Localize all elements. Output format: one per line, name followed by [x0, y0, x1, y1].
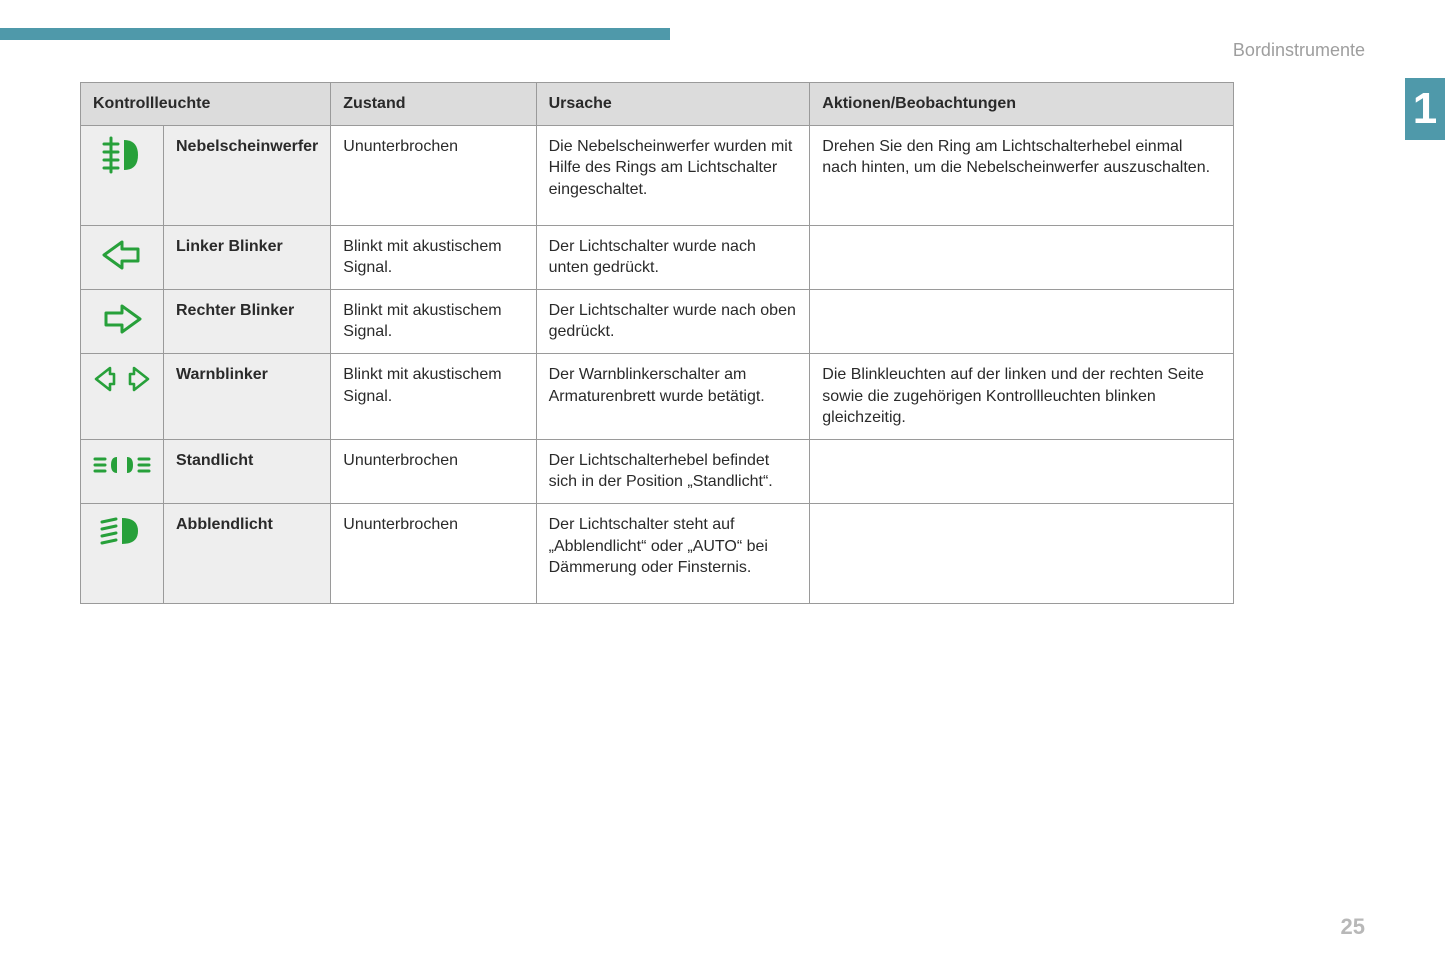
low-beam-icon: [98, 514, 146, 548]
icon-cell: [81, 439, 164, 503]
table-row: Linker Blinker Blinkt mit akustischem Si…: [81, 225, 1234, 289]
table-row: Nebelscheinwerfer Ununterbrochen Die Neb…: [81, 125, 1234, 225]
cause-cell: Die Nebelscheinwerfer wurden mit Hilfe d…: [536, 125, 810, 225]
park-light-icon: [93, 450, 151, 480]
icon-cell: [81, 353, 164, 439]
cause-cell: Der Lichtschalterhebel befindet sich in …: [536, 439, 810, 503]
name-cell: Nebelscheinwerfer: [164, 125, 331, 225]
table-row: Standlicht Ununterbrochen Der Lichtschal…: [81, 439, 1234, 503]
state-cell: Ununterbrochen: [331, 439, 536, 503]
state-cell: Blinkt mit akustischem Signal.: [331, 225, 536, 289]
chapter-number-tab: 1: [1405, 78, 1445, 140]
icon-cell: [81, 503, 164, 603]
name-cell: Abblendlicht: [164, 503, 331, 603]
fog-light-icon: [98, 136, 146, 174]
table-row: Rechter Blinker Blinkt mit akustischem S…: [81, 289, 1234, 353]
name-cell: Warnblinker: [164, 353, 331, 439]
state-cell: Ununterbrochen: [331, 503, 536, 603]
action-cell: [810, 439, 1234, 503]
arrow-right-icon: [98, 300, 146, 338]
action-cell: [810, 289, 1234, 353]
cause-cell: Der Lichtschalter steht auf „Abblendlich…: [536, 503, 810, 603]
icon-cell: [81, 289, 164, 353]
table-row: Warnblinker Blinkt mit akustischem Signa…: [81, 353, 1234, 439]
state-cell: Ununterbrochen: [331, 125, 536, 225]
col-header-aktionen: Aktionen/Beobachtungen: [810, 83, 1234, 126]
name-cell: Rechter Blinker: [164, 289, 331, 353]
arrow-left-icon: [98, 236, 146, 274]
hazard-icon: [94, 364, 150, 394]
header-accent-bar: [0, 28, 670, 40]
indicator-lights-table: Kontrollleuchte Zustand Ursache Aktionen…: [80, 82, 1234, 604]
section-title: Bordinstrumente: [1233, 40, 1365, 61]
action-cell: Die Blinkleuchten auf der linken und der…: [810, 353, 1234, 439]
page-number: 25: [1341, 914, 1365, 940]
col-header-zustand: Zustand: [331, 83, 536, 126]
name-cell: Standlicht: [164, 439, 331, 503]
action-cell: [810, 503, 1234, 603]
icon-cell: [81, 225, 164, 289]
table-row: Abblendlicht Ununterbrochen Der Lichtsch…: [81, 503, 1234, 603]
cause-cell: Der Warnblinkerschalter am Armaturenbret…: [536, 353, 810, 439]
state-cell: Blinkt mit akustischem Signal.: [331, 353, 536, 439]
icon-cell: [81, 125, 164, 225]
action-cell: Drehen Sie den Ring am Lichtschalterhebe…: [810, 125, 1234, 225]
action-cell: [810, 225, 1234, 289]
state-cell: Blinkt mit akustischem Signal.: [331, 289, 536, 353]
table-header-row: Kontrollleuchte Zustand Ursache Aktionen…: [81, 83, 1234, 126]
col-header-ursache: Ursache: [536, 83, 810, 126]
col-header-kontrollleuchte: Kontrollleuchte: [81, 83, 331, 126]
name-cell: Linker Blinker: [164, 225, 331, 289]
cause-cell: Der Lichtschalter wurde nach unten gedrü…: [536, 225, 810, 289]
cause-cell: Der Lichtschalter wurde nach oben gedrüc…: [536, 289, 810, 353]
